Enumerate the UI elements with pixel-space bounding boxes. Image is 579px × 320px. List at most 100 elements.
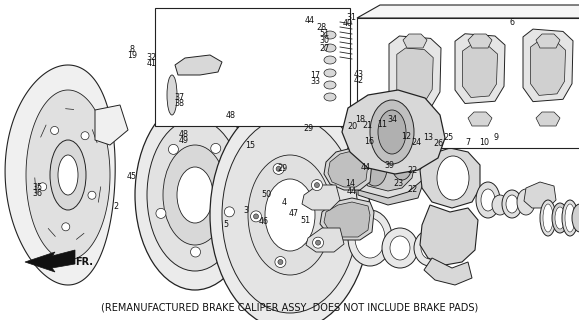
Ellipse shape [540, 200, 556, 236]
Polygon shape [26, 90, 110, 260]
Polygon shape [302, 185, 340, 210]
Polygon shape [523, 29, 573, 102]
Polygon shape [424, 258, 472, 285]
Ellipse shape [502, 190, 522, 218]
Ellipse shape [324, 56, 336, 64]
Circle shape [254, 214, 258, 219]
Text: 48: 48 [179, 130, 189, 139]
Text: 44: 44 [305, 16, 315, 25]
Text: 17: 17 [310, 71, 321, 80]
Polygon shape [306, 228, 344, 252]
Ellipse shape [382, 228, 418, 268]
Bar [155, 8, 350, 126]
Circle shape [190, 247, 200, 257]
Circle shape [168, 144, 178, 154]
Ellipse shape [58, 155, 78, 195]
Text: 41: 41 [146, 60, 157, 68]
Text: 22: 22 [407, 185, 417, 194]
Polygon shape [175, 55, 222, 75]
Text: 32: 32 [146, 53, 157, 62]
Text: 3: 3 [244, 206, 248, 215]
Circle shape [312, 180, 323, 191]
Ellipse shape [324, 93, 336, 101]
Text: 35: 35 [32, 183, 43, 192]
Text: 37: 37 [174, 93, 185, 102]
Polygon shape [403, 112, 427, 126]
Text: 6: 6 [510, 18, 515, 27]
Text: 12: 12 [401, 132, 412, 141]
Text: 44: 44 [347, 187, 357, 196]
Circle shape [251, 211, 262, 222]
Polygon shape [358, 178, 425, 205]
Circle shape [81, 132, 89, 140]
Polygon shape [344, 132, 428, 202]
Text: 29: 29 [303, 124, 313, 133]
Ellipse shape [363, 150, 387, 186]
Text: 8: 8 [130, 45, 134, 54]
Text: 24: 24 [412, 138, 422, 147]
Circle shape [50, 126, 58, 134]
Ellipse shape [265, 179, 315, 251]
Text: 10: 10 [479, 138, 489, 147]
Polygon shape [420, 148, 480, 208]
Polygon shape [353, 145, 415, 191]
Ellipse shape [167, 75, 177, 115]
Ellipse shape [324, 81, 336, 89]
Text: 38: 38 [174, 100, 185, 108]
Polygon shape [320, 198, 374, 240]
Polygon shape [524, 182, 556, 208]
Text: 19: 19 [127, 52, 137, 60]
Circle shape [278, 260, 283, 265]
Ellipse shape [392, 150, 412, 180]
Polygon shape [362, 120, 425, 148]
Text: 29: 29 [277, 164, 288, 173]
Text: 18: 18 [355, 116, 365, 124]
Circle shape [156, 208, 166, 218]
Text: 14: 14 [345, 179, 356, 188]
Polygon shape [420, 205, 478, 265]
Polygon shape [403, 34, 427, 48]
Text: 15: 15 [245, 141, 255, 150]
Ellipse shape [222, 117, 358, 313]
Ellipse shape [135, 100, 255, 290]
Circle shape [39, 183, 47, 191]
Ellipse shape [476, 182, 500, 218]
Ellipse shape [555, 207, 565, 229]
Polygon shape [397, 48, 433, 104]
Ellipse shape [565, 204, 575, 232]
Polygon shape [536, 34, 560, 48]
Ellipse shape [348, 210, 392, 266]
Polygon shape [468, 112, 492, 126]
Text: 51: 51 [301, 216, 311, 225]
Text: 23: 23 [393, 180, 404, 188]
Ellipse shape [324, 31, 336, 39]
Text: 31: 31 [346, 13, 357, 22]
Ellipse shape [517, 189, 535, 215]
Circle shape [276, 166, 281, 171]
Text: 4: 4 [281, 198, 286, 207]
Text: 5: 5 [223, 220, 228, 229]
Ellipse shape [562, 200, 578, 236]
Ellipse shape [248, 155, 332, 275]
Ellipse shape [543, 204, 553, 232]
Text: 26: 26 [434, 139, 444, 148]
Text: (REMANUFACTURED BRAKE CALIPER ASSY  DOES NOT INCLUDE BRAKE PADS): (REMANUFACTURED BRAKE CALIPER ASSY DOES … [101, 303, 478, 313]
Polygon shape [536, 112, 560, 126]
Polygon shape [530, 41, 566, 95]
Ellipse shape [492, 195, 508, 215]
Text: 36: 36 [32, 189, 43, 198]
Polygon shape [324, 148, 372, 190]
Polygon shape [357, 18, 579, 148]
Text: 42: 42 [354, 76, 364, 85]
Ellipse shape [378, 110, 406, 154]
Polygon shape [342, 90, 445, 174]
Text: 9: 9 [493, 133, 498, 142]
Text: 11: 11 [377, 120, 387, 129]
Circle shape [316, 240, 321, 245]
Text: 28: 28 [316, 23, 327, 32]
Ellipse shape [324, 44, 336, 52]
Ellipse shape [147, 119, 243, 271]
Text: 46: 46 [258, 217, 269, 226]
Text: 20: 20 [347, 122, 357, 131]
Polygon shape [463, 45, 497, 98]
